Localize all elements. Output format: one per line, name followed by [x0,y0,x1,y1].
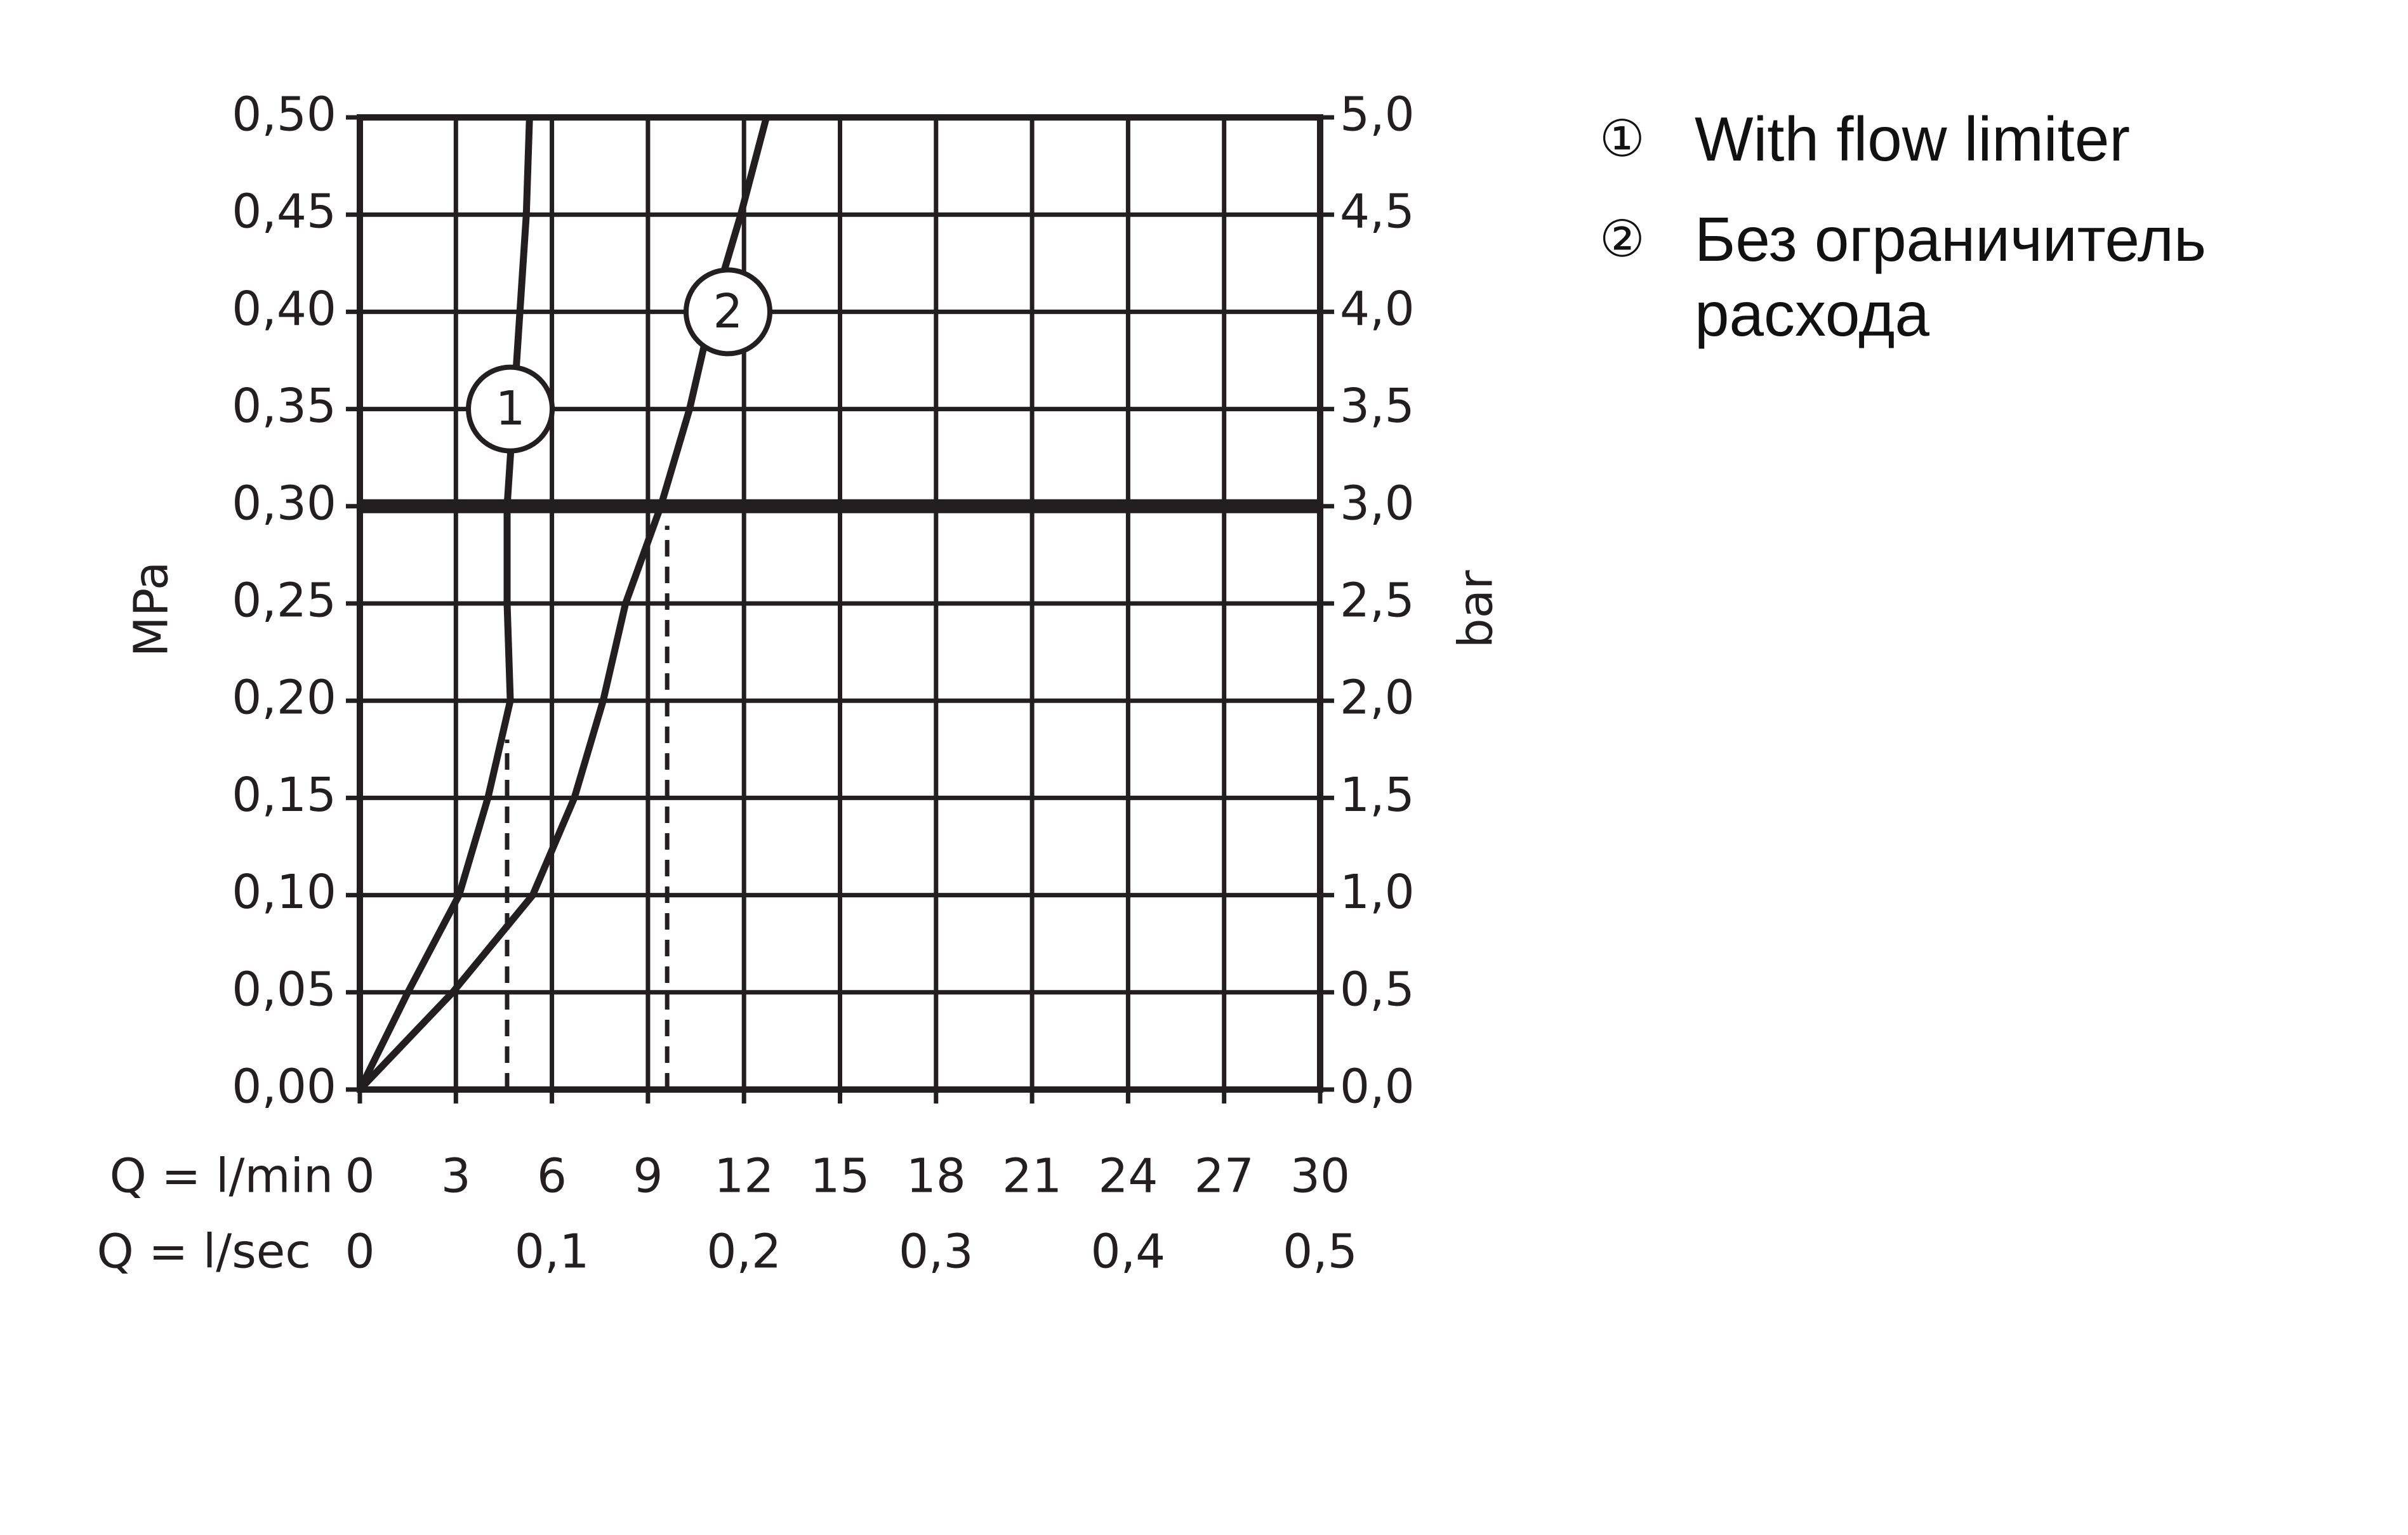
x-tick-label: 3 [441,1149,471,1204]
x-tick-label: 0 [345,1149,374,1204]
annotation-label: 1 [495,381,525,436]
legend-item: ② Без ограничитель расхода [1599,202,2266,352]
y2-tick-label: 3,5 [1340,379,1415,433]
y2-tick-label: 4,0 [1340,282,1415,336]
x-tick-label: 18 [906,1149,966,1204]
x-tick-label: 9 [633,1149,663,1204]
y-tick-label: 0,25 [232,574,336,628]
y2-tick-label: 2,5 [1340,574,1415,628]
y-tick-label: 0,45 [232,185,336,239]
x2-tick-label: 0,1 [515,1225,590,1279]
legend-marker: ① [1599,109,1645,168]
y2-tick-label: 1,5 [1340,768,1415,822]
x-tick-label: 12 [714,1149,774,1204]
y2-tick-label: 4,5 [1340,185,1415,239]
x2-axis-label: Q = l/sec [96,1225,311,1279]
y-tick-label: 0,05 [232,962,336,1017]
legend-label: With flow limiter [1695,104,2131,174]
y-tick-label: 0,10 [232,865,336,919]
annotation-circle [683,267,772,357]
y2-tick-label: 2,0 [1340,671,1415,725]
x2-tick-label: 0,3 [899,1225,974,1279]
plot-frame [357,114,1323,1093]
series-line [357,117,533,1091]
y2-tick-label: 0,5 [1340,962,1415,1017]
annotation-circle [466,364,555,454]
x2-tick-label: 0,5 [1283,1225,1358,1279]
y2-axis-label: bar [1449,570,1504,648]
y-tick-label: 0,35 [232,379,336,433]
x2-tick-label: 0 [345,1225,374,1279]
legend-label: Без ограничитель расхода [1695,204,2207,349]
annotation-label: 2 [713,284,743,339]
x2-tick-label: 0,2 [706,1225,781,1279]
y2-tick-label: 0,0 [1340,1060,1415,1114]
legend-item: ① With flow limiter [1599,102,2266,176]
x2-tick-label: 0,4 [1091,1225,1166,1279]
x-tick-label: 27 [1194,1149,1254,1204]
x-tick-label: 15 [810,1149,870,1204]
y-tick-label: 0,50 [232,88,336,142]
legend-marker: ② [1599,209,1645,268]
y2-tick-label: 5,0 [1340,88,1415,142]
y-tick-label: 0,20 [232,671,336,725]
x-axis-label: Q = l/min [110,1149,333,1204]
x-tick-label: 24 [1098,1149,1158,1204]
x-tick-label: 30 [1290,1149,1350,1204]
y2-tick-label: 1,0 [1340,865,1415,919]
x-tick-label: 21 [1002,1149,1062,1204]
y-tick-label: 0,00 [232,1060,336,1114]
y2-tick-label: 3,0 [1340,476,1415,530]
y-tick-label: 0,40 [232,282,336,336]
y-axis-label: MPa [124,562,179,657]
y-tick-label: 0,30 [232,476,336,530]
y-tick-label: 0,15 [232,768,336,822]
x-tick-label: 6 [537,1149,567,1204]
